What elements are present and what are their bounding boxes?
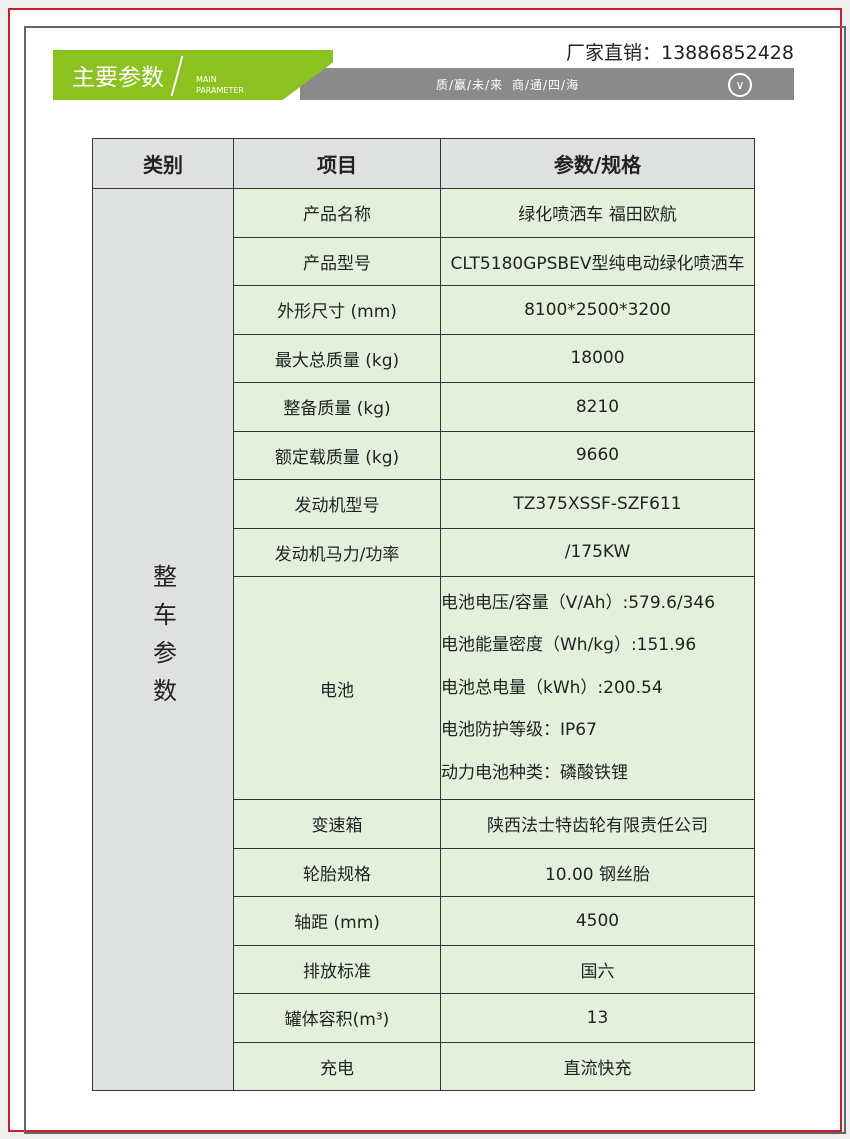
- item-cell: 整备质量 (kg): [233, 382, 441, 432]
- item-cell: 产品型号: [233, 236, 441, 286]
- table-row: 变速箱 陕西法士特齿轮有限责任公司: [93, 799, 755, 849]
- table-row: 轴距 (mm) 4500: [93, 896, 755, 946]
- item-cell: 变速箱: [233, 799, 441, 849]
- value-cell: CLT5180GPSBEV型纯电动绿化喷洒车: [440, 236, 755, 286]
- battery-spec-line: 电池防护等级：IP67: [441, 720, 597, 741]
- table-header-row: 类别 项目 参数/规格: [92, 138, 755, 189]
- item-cell: 电池: [233, 576, 441, 800]
- table-row: 整车参数 产品名称 绿化喷洒车 福田欧航: [92, 188, 755, 1091]
- battery-spec-line: 电池能量密度（Wh/kg）:151.96: [441, 635, 697, 656]
- item-cell: 产品名称: [233, 188, 441, 238]
- value-cell: 绿化喷洒车 福田欧航: [440, 188, 755, 238]
- item-cell: 罐体容积(m³): [233, 993, 441, 1043]
- banner-bar: [300, 68, 794, 100]
- phone-number: 厂家直销：13886852428: [566, 42, 794, 64]
- table-row: 罐体容积(m³) 13: [93, 993, 755, 1043]
- item-cell: 排放标准: [233, 944, 441, 994]
- item-cell: 额定载质量 (kg): [233, 430, 441, 480]
- chevron-down-circle-icon[interactable]: ∨: [728, 73, 752, 97]
- subtitle: MAIN PARAMETER: [196, 74, 244, 96]
- battery-row: 电池 电池电压/容量（V/Ah）:579.6/346 电池能量密度（Wh/kg）:1…: [93, 576, 755, 800]
- value-cell: 直流快充: [440, 1041, 755, 1091]
- category-cell: 整车参数: [92, 188, 234, 1091]
- table-row: 最大总质量 (kg) 18000: [93, 333, 755, 383]
- item-cell: 充电: [233, 1041, 441, 1091]
- table-row: 整备质量 (kg) 8210: [93, 382, 755, 432]
- value-cell: 10.00 钢丝胎: [440, 847, 755, 897]
- table-row: 发动机型号 TZ375XSSF-SZF611: [93, 479, 755, 529]
- battery-spec-line: 动力电池种类：磷酸铁锂: [441, 762, 628, 783]
- value-cell: 13: [440, 993, 755, 1043]
- value-cell: 8210: [440, 382, 755, 432]
- item-cell: 轴距 (mm): [233, 896, 441, 946]
- slogan: 质/赢/未/来 商/通/四/海: [436, 78, 580, 92]
- battery-spec-line: 电池电压/容量（V/Ah）:579.6/346: [441, 592, 716, 613]
- subtitle-line: PARAMETER: [196, 86, 244, 95]
- value-cell: 9660: [440, 430, 755, 480]
- table-row: 外形尺寸 (mm) 8100*2500*3200: [93, 285, 755, 335]
- header-value: 参数/规格: [440, 138, 755, 189]
- value-cell: TZ375XSSF-SZF611: [440, 479, 755, 529]
- header-item: 项目: [233, 138, 441, 189]
- value-cell: 8100*2500*3200: [440, 285, 755, 335]
- inner-border: [24, 26, 846, 1134]
- table-row: 额定载质量 (kg) 9660: [93, 430, 755, 480]
- item-cell: 发动机型号: [233, 479, 441, 529]
- banner-title-block: [53, 50, 333, 100]
- value-cell: 陕西法士特齿轮有限责任公司: [440, 799, 755, 849]
- page-title: 主要参数: [72, 65, 164, 91]
- item-cell: 发动机马力/功率: [233, 527, 441, 577]
- value-cell: 18000: [440, 333, 755, 383]
- value-cell: 4500: [440, 896, 755, 946]
- subtitle-line: MAIN: [196, 75, 217, 84]
- battery-specs: 电池电压/容量（V/Ah）:579.6/346 电池能量密度（Wh/kg）:151…: [440, 576, 755, 800]
- item-cell: 外形尺寸 (mm): [233, 285, 441, 335]
- item-cell: 轮胎规格: [233, 847, 441, 897]
- table-row: 排放标准 国六: [93, 944, 755, 994]
- value-cell: /175KW: [440, 527, 755, 577]
- table-row: 充电 直流快充: [93, 1041, 755, 1091]
- table-row: 轮胎规格 10.00 钢丝胎: [93, 847, 755, 897]
- header-category: 类别: [92, 138, 234, 189]
- battery-spec-line: 电池总电量（kWh）:200.54: [441, 677, 663, 698]
- value-cell: 国六: [440, 944, 755, 994]
- item-cell: 最大总质量 (kg): [233, 333, 441, 383]
- spec-table: 类别 项目 参数/规格 整车参数 产品名称 绿化喷洒车 福田欧航 产品型号 CLT518…: [92, 138, 755, 1091]
